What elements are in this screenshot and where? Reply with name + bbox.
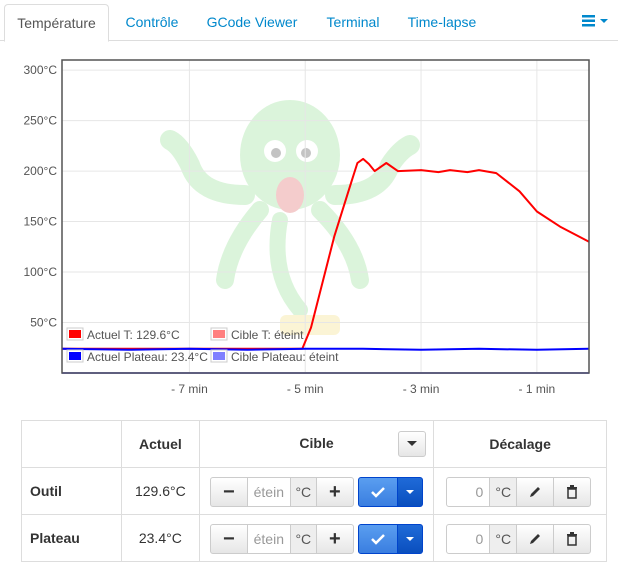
legend-swatch [213, 330, 225, 338]
target-options-dropdown[interactable] [396, 524, 423, 554]
tab-gcode-viewer[interactable]: GCode Viewer [206, 14, 298, 30]
target-options-dropdown[interactable] [396, 477, 423, 507]
offset-cell-bed: 0 °C [433, 514, 607, 562]
reset-offset-button[interactable] [553, 524, 592, 554]
y-tick-label: 100°C [24, 265, 58, 279]
target-cell-bed: − étein °C + [198, 514, 435, 562]
legend-label: Actuel T: 129.6°C [87, 328, 180, 342]
pencil-icon [530, 534, 541, 544]
increment-button[interactable]: + [315, 477, 354, 507]
y-tick-label: 200°C [24, 164, 58, 178]
legend-swatch [69, 352, 81, 360]
legend-swatch [213, 352, 225, 360]
target-input-tool[interactable]: étein [246, 477, 291, 507]
offset-input-bed[interactable]: 0 [446, 524, 491, 554]
actual-temp-tool: 129.6°C [120, 467, 200, 515]
table-row-bed: Plateau 23.4°C − étein °C + 0 °C [21, 514, 607, 562]
table-header-row: Actuel Cible Décalage [21, 420, 607, 468]
increment-button[interactable]: + [315, 524, 354, 554]
check-icon [370, 534, 385, 545]
plus-icon: + [328, 480, 341, 503]
table-row-tool: Outil 129.6°C − étein °C + 0 °C [21, 467, 607, 515]
reset-offset-button[interactable] [553, 477, 592, 507]
trash-icon [567, 532, 578, 546]
plus-icon: + [328, 527, 341, 550]
decrement-button[interactable]: − [209, 477, 248, 507]
edit-offset-button[interactable] [516, 524, 555, 554]
trash-icon [567, 485, 578, 499]
check-icon [370, 487, 385, 498]
y-tick-label: 300°C [24, 63, 58, 77]
header-actual: Actuel [120, 420, 200, 468]
tab-terminal[interactable]: Terminal [326, 14, 380, 30]
temperature-chart-svg: 50°C 100°C 150°C 200°C 250°C 300°C - 7 min - 5 … [24, 59, 590, 396]
target-input-bed[interactable]: étein [246, 524, 291, 554]
actual-temp-bed: 23.4°C [120, 514, 200, 562]
series-line-actuel-t [62, 157, 590, 350]
target-cell-tool: − étein °C + [198, 467, 435, 515]
y-tick-label: 150°C [24, 215, 58, 229]
row-label-tool: Outil [21, 467, 122, 515]
header-target: Cible [198, 420, 435, 468]
tab-control[interactable]: Contrôle [125, 14, 179, 30]
temperature-chart: 50°C 100°C 150°C 200°C 250°C 300°C - 7 min - 5 … [0, 45, 618, 405]
y-tick-label: 50°C [30, 316, 57, 330]
set-target-button[interactable] [357, 524, 398, 554]
y-tick-label: 250°C [24, 114, 58, 128]
x-tick-label: - 7 min [171, 382, 208, 396]
tab-menu-button[interactable] [580, 13, 610, 29]
caret-down-icon [406, 441, 417, 446]
temperature-table: Actuel Cible Décalage Outil 129.6°C − ét… [21, 420, 607, 562]
legend-label: Cible T: éteint [231, 328, 304, 342]
x-tick-label: - 5 min [287, 382, 324, 396]
minus-icon: − [222, 480, 235, 503]
offset-cell-tool: 0 °C [433, 467, 607, 515]
x-tick-label: - 1 min [519, 382, 556, 396]
tab-temperature[interactable]: Température [4, 4, 109, 42]
hamburger-icon [582, 15, 608, 27]
tab-timelapse[interactable]: Time-lapse [407, 14, 477, 30]
header-target-label: Cible [299, 435, 334, 451]
series-line-actuel-plateau [61, 347, 590, 351]
header-offset: Décalage [433, 420, 607, 468]
pencil-icon [530, 487, 541, 497]
decrement-button[interactable]: − [209, 524, 248, 554]
offset-unit-label: °C [489, 524, 518, 554]
set-target-button[interactable] [357, 477, 398, 507]
minus-icon: − [222, 527, 235, 550]
offset-unit-label: °C [489, 477, 518, 507]
octoprint-logo-watermark [160, 100, 420, 335]
caret-down-icon [405, 536, 414, 541]
plot-border [61, 59, 590, 374]
legend-label: Actuel Plateau: 23.4°C [87, 350, 208, 364]
edit-offset-button[interactable] [516, 477, 555, 507]
unit-label: °C [289, 524, 317, 554]
caret-down-icon [600, 19, 608, 23]
header-empty [21, 420, 122, 468]
row-label-bed: Plateau [21, 514, 122, 562]
caret-down-icon [405, 489, 414, 494]
unit-label: °C [289, 477, 317, 507]
x-tick-label: - 3 min [403, 382, 440, 396]
legend-label: Cible Plateau: éteint [231, 350, 339, 364]
tab-bar: Température Contrôle GCode Viewer Termin… [0, 0, 618, 42]
legend-swatch [69, 330, 81, 338]
offset-input-tool[interactable]: 0 [446, 477, 491, 507]
target-preset-dropdown[interactable] [397, 431, 426, 457]
